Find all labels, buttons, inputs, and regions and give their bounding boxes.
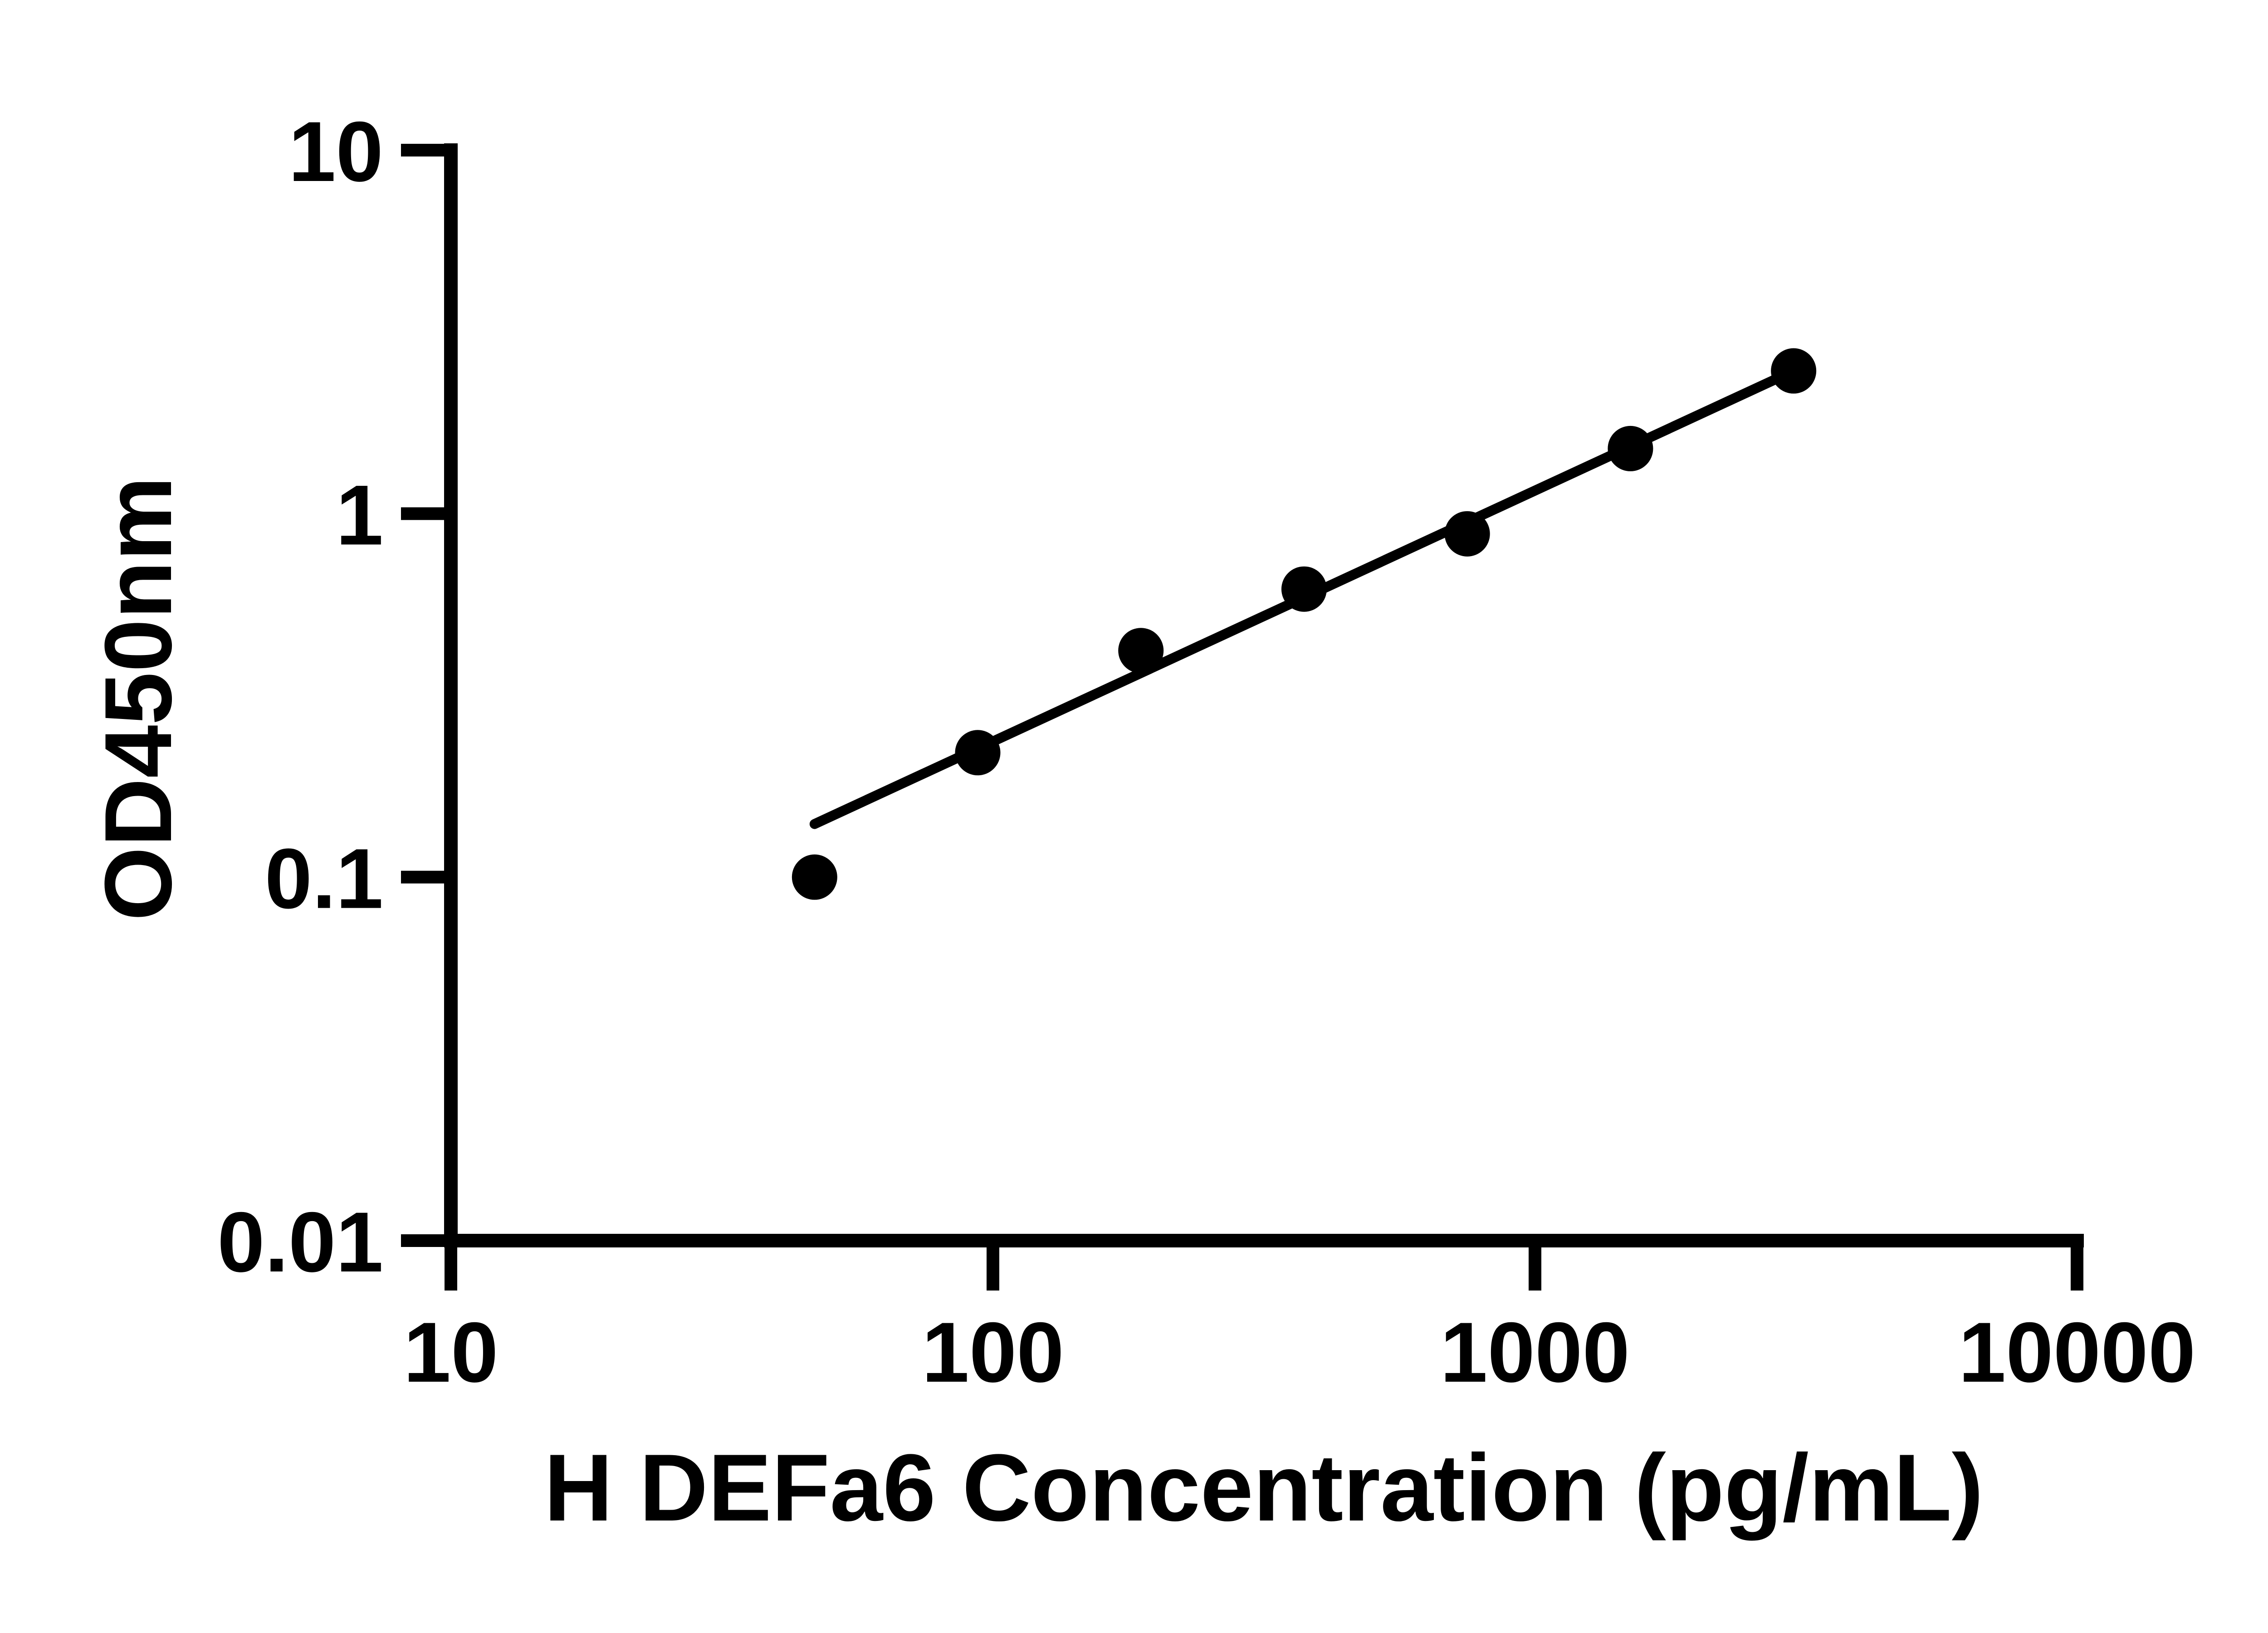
data-point-marker — [1118, 628, 1164, 674]
x-tick-label: 10000 — [1959, 1305, 2196, 1400]
x-tick-label: 100 — [922, 1305, 1064, 1400]
data-point-marker — [955, 730, 1001, 776]
y-tick-label: 0.01 — [217, 1194, 383, 1290]
y-tick-label: 10 — [288, 104, 383, 199]
data-point-marker — [1444, 511, 1490, 557]
data-point-marker — [792, 854, 837, 900]
y-tick-label: 0.1 — [265, 831, 383, 926]
y-axis-title: OD450nm — [85, 476, 191, 921]
x-tick-label: 10 — [403, 1305, 498, 1400]
x-tick-label: 1000 — [1440, 1305, 1630, 1400]
data-point-marker — [1608, 425, 1653, 471]
y-tick-label: 1 — [336, 467, 383, 562]
data-point-marker — [1281, 566, 1327, 612]
x-axis-title: H DEFa6 Concentration (pg/mL) — [544, 1434, 1983, 1541]
data-point-marker — [1771, 348, 1817, 394]
data-series-layer — [792, 348, 1817, 900]
